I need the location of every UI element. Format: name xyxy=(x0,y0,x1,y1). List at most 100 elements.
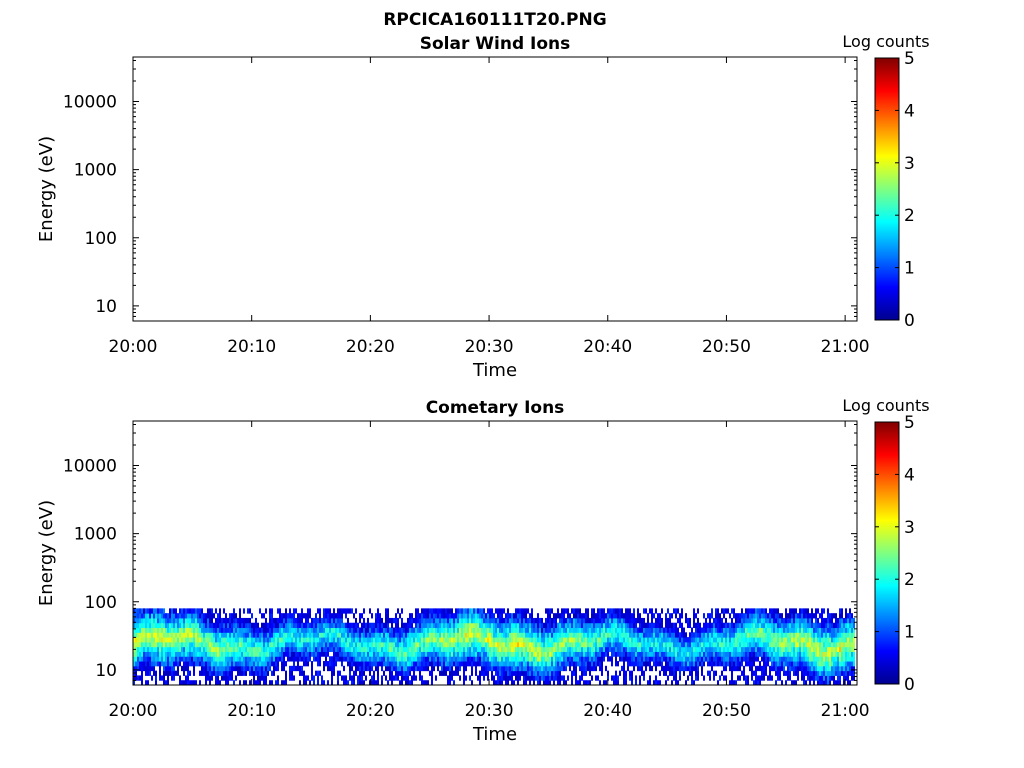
spectrogram-cell xyxy=(219,641,221,648)
spectrogram-cell xyxy=(439,651,441,657)
spectrogram-cell xyxy=(383,637,385,643)
spectrogram-cell xyxy=(377,627,379,633)
spectrogram-cell xyxy=(395,617,397,624)
spectrogram-cell xyxy=(255,637,257,643)
spectrogram-cell xyxy=(177,617,179,624)
spectrogram-cell xyxy=(649,656,651,662)
spectrogram-cell xyxy=(349,661,351,667)
spectrogram-cell xyxy=(433,627,435,633)
spectrogram-cell xyxy=(661,651,663,657)
spectrogram-cell xyxy=(621,656,623,662)
spectrogram-cell xyxy=(811,646,813,652)
spectrogram-cell xyxy=(849,637,851,643)
spectrogram-cell xyxy=(699,646,701,652)
spectrogram-cell xyxy=(461,651,463,657)
spectrogram-cell xyxy=(765,651,767,657)
spectrogram-cell xyxy=(147,637,149,643)
spectrogram-cell xyxy=(141,617,143,624)
spectrogram-cell xyxy=(821,665,823,672)
spectrogram-cell xyxy=(265,661,267,667)
spectrogram-cell xyxy=(813,665,815,672)
spectrogram-cell xyxy=(839,651,841,657)
spectrogram-cell xyxy=(183,651,185,657)
spectrogram-cell xyxy=(245,641,247,648)
spectrogram-cell xyxy=(483,641,485,648)
spectrogram-cell xyxy=(141,641,143,648)
spectrogram-cell xyxy=(697,670,699,676)
spectrogram-cell xyxy=(151,608,153,614)
spectrogram-cell xyxy=(305,637,307,643)
spectrogram-cell xyxy=(505,632,507,638)
spectrogram-cell xyxy=(509,637,511,643)
spectrogram-cell xyxy=(715,646,717,652)
spectrogram-cell xyxy=(143,646,145,652)
spectrogram-cell xyxy=(659,632,661,638)
spectrogram-cell xyxy=(235,613,237,619)
spectrogram-cell xyxy=(349,651,351,657)
spectrogram-cell xyxy=(821,656,823,662)
spectrogram-cell xyxy=(785,632,787,638)
spectrogram-cell xyxy=(321,641,323,648)
spectrogram-cell xyxy=(293,637,295,643)
spectrogram-cell xyxy=(493,613,495,619)
spectrogram-cell xyxy=(785,627,787,633)
spectrogram-cell xyxy=(683,646,685,652)
spectrogram-cell xyxy=(835,656,837,662)
spectrogram-cell xyxy=(713,661,715,667)
spectrogram-cell xyxy=(187,613,189,619)
spectrogram-cell xyxy=(341,656,343,662)
spectrogram-cell xyxy=(679,651,681,657)
spectrogram-cell xyxy=(527,675,529,681)
spectrogram-cell xyxy=(769,656,771,662)
spectrogram-cell xyxy=(779,641,781,648)
spectrogram-cell xyxy=(513,641,515,648)
spectrogram-cell xyxy=(753,608,755,614)
spectrogram-cell xyxy=(255,670,257,676)
spectrogram-cell xyxy=(155,661,157,667)
spectrogram-cell xyxy=(331,613,333,619)
spectrogram-cell xyxy=(623,617,625,624)
spectrogram-cell xyxy=(233,641,235,648)
spectrogram-cell xyxy=(731,622,733,629)
spectrogram-cell xyxy=(299,627,301,633)
spectrogram-cell xyxy=(351,665,353,672)
spectrogram-cell xyxy=(817,637,819,643)
spectrogram-cell xyxy=(853,675,855,681)
spectrogram-cell xyxy=(725,627,727,633)
spectrogram-cell xyxy=(539,641,541,648)
spectrogram-cell xyxy=(185,646,187,652)
spectrogram-cell xyxy=(791,641,793,648)
spectrogram-cell xyxy=(353,680,355,685)
spectrogram-cell xyxy=(623,637,625,643)
spectrogram-cell xyxy=(321,637,323,643)
spectrogram-cell xyxy=(485,622,487,629)
spectrogram-cell xyxy=(759,680,761,685)
spectrogram-cell xyxy=(441,613,443,619)
spectrogram-cell xyxy=(829,661,831,667)
spectrogram-cell xyxy=(195,617,197,624)
spectrogram-cell xyxy=(611,646,613,652)
spectrogram-cell xyxy=(667,661,669,667)
spectrogram-cell xyxy=(249,627,251,633)
spectrogram-cell xyxy=(491,670,493,676)
spectrogram-cell xyxy=(805,656,807,662)
spectrogram-cell xyxy=(151,656,153,662)
spectrogram-cell xyxy=(809,675,811,681)
spectrogram-cell xyxy=(747,656,749,662)
spectrogram-cell xyxy=(647,637,649,643)
spectrogram-cell xyxy=(435,646,437,652)
spectrogram-cell xyxy=(545,617,547,624)
spectrogram-cell xyxy=(783,632,785,638)
spectrogram-cell xyxy=(465,665,467,672)
spectrogram-cell xyxy=(789,670,791,676)
spectrogram-cell xyxy=(663,646,665,652)
spectrogram-cell xyxy=(579,646,581,652)
spectrogram-cell xyxy=(599,617,601,624)
spectrogram-cell xyxy=(389,627,391,633)
spectrogram-cell xyxy=(643,608,645,614)
spectrogram-cell xyxy=(543,622,545,629)
spectrogram-cell xyxy=(753,651,755,657)
spectrogram-cell xyxy=(761,651,763,657)
spectrogram-cell xyxy=(845,661,847,667)
spectrogram-cell xyxy=(345,632,347,638)
